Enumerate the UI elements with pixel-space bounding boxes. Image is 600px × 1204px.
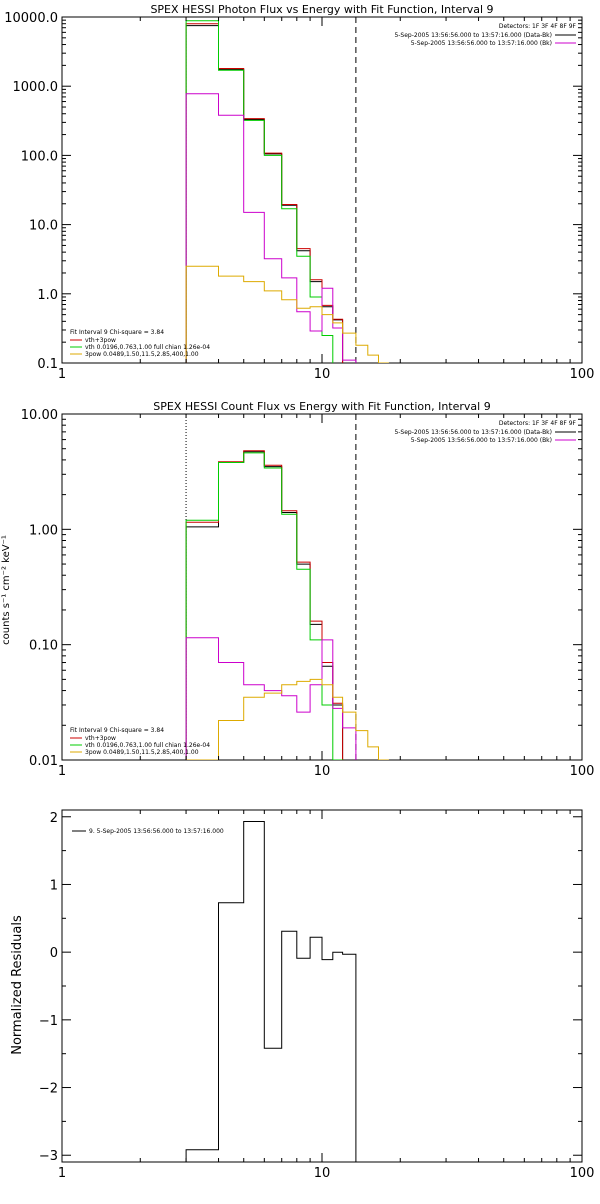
count-series-2 bbox=[185, 452, 344, 760]
count-time-legend: 5-Sep-2005 13:56:56.000 to 13:57:16.000 … bbox=[394, 429, 576, 444]
photon-fit-legend-total: vth+3pow bbox=[85, 337, 116, 344]
photon-axes: 1 10 100 0.1 1.0 10.0 100.0 1000.0 10000.0 bbox=[4, 11, 594, 382]
count-fit-legend-total: vth+3pow bbox=[85, 735, 116, 742]
count-plot-content bbox=[185, 414, 389, 760]
count-panel-title: SPEX HESSI Count Flux vs Energy with Fit… bbox=[153, 400, 490, 413]
residuals-ylabel: Normalized Residuals bbox=[10, 915, 25, 1055]
count-plot-frame bbox=[61, 413, 583, 761]
photon-series-1 bbox=[185, 23, 344, 363]
count-time-legend-data: 5-Sep-2005 13:56:56.000 to 13:57:16.000 … bbox=[394, 429, 552, 436]
count-series-4 bbox=[185, 678, 389, 760]
photon-panel-title: SPEX HESSI Photon Flux vs Energy with Fi… bbox=[150, 3, 493, 16]
photon-plot-content bbox=[185, 17, 389, 363]
count-time-legend-bk: 5-Sep-2005 13:56:56.000 to 13:57:16.000 … bbox=[411, 437, 552, 444]
count-axes: 1 10 100 0.01 0.10 1.00 10.00 bbox=[21, 408, 595, 779]
photon-y-tick-label: 100.0 bbox=[21, 149, 58, 164]
residuals-y-tick-label: 2 bbox=[50, 811, 58, 826]
photon-x-tick-label: 100 bbox=[570, 367, 595, 382]
photon-detectors-label: Detectors: 1F 3F 4F 8F 9F bbox=[499, 23, 577, 30]
residuals-y-tick-label: −2 bbox=[39, 1082, 58, 1097]
residuals-legend-label: 9. 5-Sep-2005 13:56:56.000 to 13:57:16.0… bbox=[89, 828, 224, 835]
count-y-tick-label: 10.00 bbox=[21, 408, 58, 423]
residuals-y-tick-label: 0 bbox=[50, 946, 58, 961]
residuals-plot-content bbox=[185, 821, 357, 1162]
count-series-0 bbox=[185, 451, 344, 760]
residuals-x-tick-label: 100 bbox=[570, 1166, 595, 1181]
photon-series-4 bbox=[185, 265, 389, 363]
photon-series-3 bbox=[185, 93, 357, 363]
residuals-y-tick-label: −1 bbox=[39, 1014, 58, 1029]
residuals-plot-frame bbox=[61, 809, 583, 1163]
photon-series-0 bbox=[185, 25, 344, 363]
photon-x-tick-label: 10 bbox=[314, 367, 331, 382]
photon-flux-panel: SPEX HESSI Photon Flux vs Energy with Fi… bbox=[4, 3, 594, 382]
residuals-series-0 bbox=[185, 821, 357, 1162]
photon-fit-header: Fit Interval 9 Chi-square = 3.84 bbox=[70, 329, 164, 336]
count-x-tick-label: 1 bbox=[58, 764, 66, 779]
count-x-tick-label: 10 bbox=[314, 764, 331, 779]
photon-y-tick-label: 10000.0 bbox=[4, 11, 58, 26]
residuals-panel: Normalized Residuals 1 10 100 −3 −2 −1 0 1 2 9. … bbox=[10, 809, 595, 1181]
count-y-tick-label: 1.00 bbox=[29, 523, 58, 538]
count-x-tick-label: 100 bbox=[570, 764, 595, 779]
count-panel-ylabel: counts s⁻¹ cm⁻² keV⁻¹ bbox=[1, 535, 12, 645]
photon-series-2 bbox=[185, 20, 334, 363]
count-series-1 bbox=[185, 450, 344, 760]
photon-fit-legend-vth: vth 0.0196,0.763,1.00 full chian 1.26e-0… bbox=[85, 344, 210, 351]
photon-time-legend: 5-Sep-2005 13:56:56.000 to 13:57:16.000 … bbox=[394, 32, 576, 47]
count-detectors-label: Detectors: 1F 3F 4F 8F 9F bbox=[499, 420, 577, 427]
count-series-3 bbox=[185, 637, 357, 760]
residuals-axes: 1 10 100 −3 −2 −1 0 1 2 bbox=[39, 810, 595, 1181]
residuals-x-tick-label: 10 bbox=[314, 1166, 331, 1181]
residuals-y-tick-label: 1 bbox=[50, 878, 58, 893]
count-y-tick-label: 0.10 bbox=[29, 639, 58, 654]
photon-time-legend-bk: 5-Sep-2005 13:56:56.000 to 13:57:16.000 … bbox=[411, 40, 552, 47]
count-fit-legend: Fit Interval 9 Chi-square = 3.84 vth+3po… bbox=[70, 727, 210, 756]
count-y-tick-label: 0.01 bbox=[29, 754, 58, 769]
count-fit-header: Fit Interval 9 Chi-square = 3.84 bbox=[70, 727, 164, 734]
photon-fit-legend-3pow: 3pow 0.0489,1.50,11.5,2.85,400,1.00 bbox=[85, 351, 199, 358]
count-fit-legend-3pow: 3pow 0.0489,1.50,11.5,2.85,400,1.00 bbox=[85, 749, 199, 756]
photon-x-tick-label: 1 bbox=[58, 367, 66, 382]
photon-y-tick-label: 10.0 bbox=[29, 219, 58, 234]
residuals-x-tick-label: 1 bbox=[58, 1166, 66, 1181]
photon-y-tick-label: 0.1 bbox=[37, 357, 58, 372]
photon-y-tick-label: 1000.0 bbox=[13, 80, 59, 95]
photon-fit-legend: Fit Interval 9 Chi-square = 3.84 vth+3po… bbox=[70, 329, 210, 358]
count-fit-legend-vth: vth 0.0196,0.763,1.00 full chian 1.26e-0… bbox=[85, 742, 210, 749]
photon-y-tick-label: 1.0 bbox=[37, 288, 58, 303]
residuals-y-tick-label: −3 bbox=[39, 1149, 58, 1164]
count-flux-panel: SPEX HESSI Count Flux vs Energy with Fit… bbox=[1, 400, 594, 779]
photon-time-legend-data: 5-Sep-2005 13:56:56.000 to 13:57:16.000 … bbox=[394, 32, 552, 39]
